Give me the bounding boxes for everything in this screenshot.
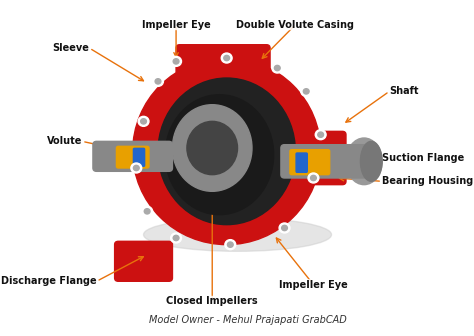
Circle shape	[272, 63, 283, 73]
Ellipse shape	[187, 121, 237, 175]
Circle shape	[221, 53, 232, 63]
Circle shape	[282, 225, 287, 230]
Circle shape	[310, 175, 316, 181]
Circle shape	[225, 240, 236, 250]
Circle shape	[228, 242, 233, 247]
Circle shape	[303, 89, 309, 94]
Circle shape	[144, 209, 150, 214]
Circle shape	[308, 173, 319, 183]
FancyBboxPatch shape	[93, 141, 173, 171]
Circle shape	[318, 132, 324, 137]
Ellipse shape	[133, 58, 321, 245]
FancyBboxPatch shape	[117, 146, 149, 168]
Circle shape	[131, 163, 142, 173]
Circle shape	[301, 86, 311, 96]
Circle shape	[171, 233, 182, 243]
Circle shape	[274, 66, 280, 71]
Circle shape	[142, 206, 153, 216]
Text: Closed Impellers: Closed Impellers	[166, 296, 258, 306]
Text: Impeller Eye: Impeller Eye	[142, 20, 210, 30]
Ellipse shape	[158, 78, 295, 225]
Text: Discharge Flange: Discharge Flange	[1, 276, 97, 286]
Circle shape	[173, 235, 179, 241]
FancyBboxPatch shape	[296, 153, 307, 172]
Circle shape	[133, 165, 139, 171]
Circle shape	[279, 223, 290, 233]
Ellipse shape	[144, 218, 331, 251]
Circle shape	[153, 76, 164, 86]
Circle shape	[171, 56, 182, 67]
Circle shape	[138, 116, 149, 126]
FancyBboxPatch shape	[290, 150, 330, 175]
Text: Shaft: Shaft	[389, 86, 419, 96]
FancyBboxPatch shape	[133, 148, 145, 166]
Circle shape	[173, 59, 179, 64]
Circle shape	[315, 130, 326, 140]
Text: Double Volute Casing: Double Volute Casing	[237, 20, 355, 30]
Circle shape	[155, 79, 161, 84]
Text: Bearing Housing: Bearing Housing	[382, 176, 474, 186]
Text: Suction Flange: Suction Flange	[382, 153, 465, 163]
FancyBboxPatch shape	[302, 131, 346, 185]
Text: Sleeve: Sleeve	[53, 43, 89, 53]
Circle shape	[141, 119, 146, 124]
Ellipse shape	[360, 141, 382, 181]
Text: Model Owner - Mehul Prajapati GrabCAD: Model Owner - Mehul Prajapati GrabCAD	[149, 314, 347, 325]
Ellipse shape	[165, 95, 273, 215]
Text: Impeller Eye: Impeller Eye	[279, 280, 348, 290]
Text: Volute: Volute	[47, 136, 82, 146]
FancyBboxPatch shape	[115, 241, 173, 281]
Ellipse shape	[173, 105, 252, 191]
FancyBboxPatch shape	[281, 145, 368, 178]
Ellipse shape	[346, 138, 382, 185]
Circle shape	[224, 55, 229, 61]
FancyBboxPatch shape	[176, 45, 270, 75]
